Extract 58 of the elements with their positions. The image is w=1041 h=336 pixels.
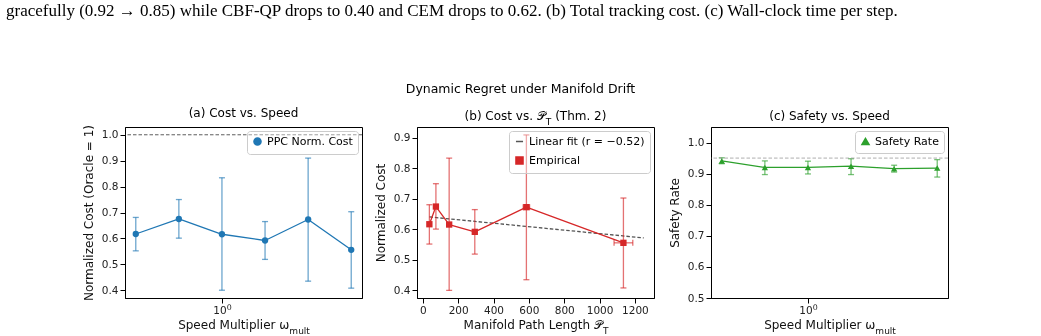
y-tick-label: 0.5	[393, 253, 411, 266]
y-tick-label: 1.0	[687, 136, 705, 149]
y-tick-label: 0.6	[393, 222, 411, 235]
point	[261, 237, 269, 244]
x-axis-title: Speed Multiplier ω$_{mult}$	[178, 318, 311, 336]
point	[934, 165, 941, 171]
legend-label: Safety Rate	[875, 134, 940, 148]
point	[620, 239, 627, 246]
text: Dynamic Regret under Manifold Drift	[404, 81, 637, 96]
x-tick-label: 0	[419, 303, 427, 316]
y-tick-label: 0.5	[101, 257, 119, 270]
x-tick-label: 10$^{0}$	[799, 302, 818, 316]
y-tick-label: 0.6	[687, 260, 705, 273]
chart-title: (c) Safety vs. Speed	[769, 109, 890, 123]
x-tick-label: 1000	[586, 303, 614, 316]
x-tick-label: 10$^{0}$	[213, 302, 232, 316]
point	[432, 203, 440, 210]
point	[175, 215, 183, 223]
x-tick-label: 800	[554, 303, 575, 316]
y-tick-label: 1.0	[101, 128, 119, 141]
x-tick-label: 400	[484, 303, 505, 316]
y-tick-label: 0.4	[393, 283, 411, 296]
legend-label: Empirical	[529, 153, 581, 167]
y-tick-label: 0.7	[393, 192, 411, 205]
point	[218, 231, 226, 238]
y-tick-label: 0.7	[687, 229, 705, 242]
text: gracefully (0.92 → 0.85) while CBF-QP drops to 0.40 and CEM drops to 0.62. (b) Total tracking cost. (c) Wall-clock time per step.	[6, 0, 899, 22]
y-tick-label: 0.9	[687, 167, 705, 180]
point	[847, 163, 855, 169]
y-tick-label: 0.9	[393, 131, 411, 144]
point	[426, 221, 433, 228]
x-tick-label: 200	[448, 303, 469, 316]
x-tick-label: 600	[519, 303, 540, 316]
y-tick-label: 0.8	[101, 180, 119, 193]
y-axis-title: Normalized Cost (Oracle = 1)	[81, 124, 96, 302]
y-tick-label: 0.8	[393, 161, 411, 174]
point	[804, 164, 812, 171]
y-tick-label: 0.6	[101, 231, 119, 244]
legend-label: Linear fit (r = −0.52)	[529, 134, 645, 148]
point	[446, 221, 453, 228]
y-tick-label: 0.7	[101, 206, 119, 218]
point	[348, 246, 355, 253]
chart-title: (b) Cost vs. 𝒫$_{T}$ (Thm. 2)	[464, 109, 607, 127]
point	[304, 216, 312, 223]
y-tick-label: 0.4	[101, 283, 119, 296]
point	[471, 228, 478, 236]
y-tick-label: 0.5	[687, 291, 705, 304]
x-axis-title: Manifold Path Length 𝒫$_{T}$	[463, 318, 609, 336]
y-axis-title: Safety Rate	[667, 178, 682, 248]
x-axis-title: Speed Multiplier ω$_{mult}$	[764, 318, 897, 336]
y-tick-label: 0.8	[687, 198, 705, 211]
point	[132, 230, 139, 238]
y-axis-title: Normalized Cost	[373, 163, 388, 263]
legend-label: PPC Norm. Cost	[267, 134, 354, 148]
point	[761, 164, 769, 171]
x-tick-label: 1200	[622, 303, 649, 316]
y-tick-label: 0.9	[101, 154, 119, 167]
chart-title: (a) Cost vs. Speed	[188, 106, 299, 121]
